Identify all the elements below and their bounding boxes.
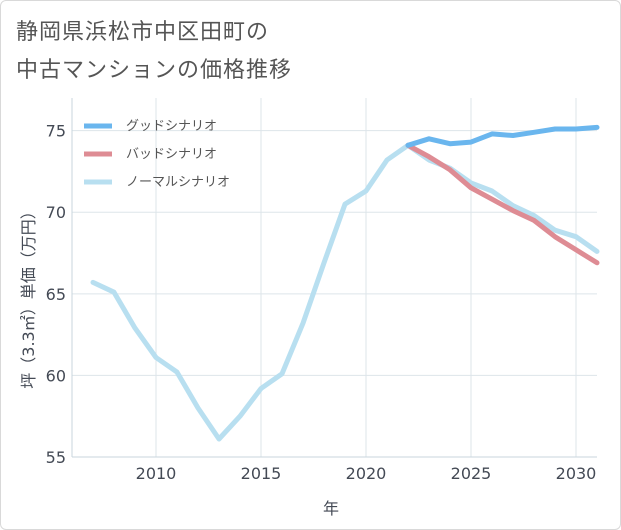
x-tick-label: 2015 xyxy=(241,464,282,483)
y-tick-label: 55 xyxy=(46,448,66,467)
y-tick-label: 70 xyxy=(46,203,66,222)
y-tick-label: 60 xyxy=(46,366,66,385)
x-tick-label: 2010 xyxy=(136,464,177,483)
tick-labels: 55 60 65 70 75 2010 2015 2020 2025 2030 xyxy=(46,122,597,483)
series-line-3 xyxy=(90,142,600,442)
series-line-2 xyxy=(405,142,600,266)
x-axis-title: 年 xyxy=(323,499,339,518)
chart-title-line-1: 静岡県浜松市中区田町の xyxy=(16,20,270,45)
series-line-1 xyxy=(405,124,600,148)
legend-label: ノーマルシナリオ xyxy=(126,175,230,190)
x-tick-label: 2025 xyxy=(451,464,492,483)
x-tick-label: 2030 xyxy=(556,464,597,483)
y-tick-label: 65 xyxy=(46,285,66,304)
x-tick-label: 2020 xyxy=(346,464,387,483)
legend-label: バッドシナリオ xyxy=(126,147,217,162)
y-tick-label: 75 xyxy=(46,122,66,141)
chart-title-line-2: 中古マンションの価格推移 xyxy=(16,58,293,83)
y-axis-title: 坪（3.3㎡）単価（万円） xyxy=(19,203,38,388)
series-lines xyxy=(90,124,600,442)
legend-label: グッドシナリオ xyxy=(126,119,217,134)
axes xyxy=(71,98,597,458)
